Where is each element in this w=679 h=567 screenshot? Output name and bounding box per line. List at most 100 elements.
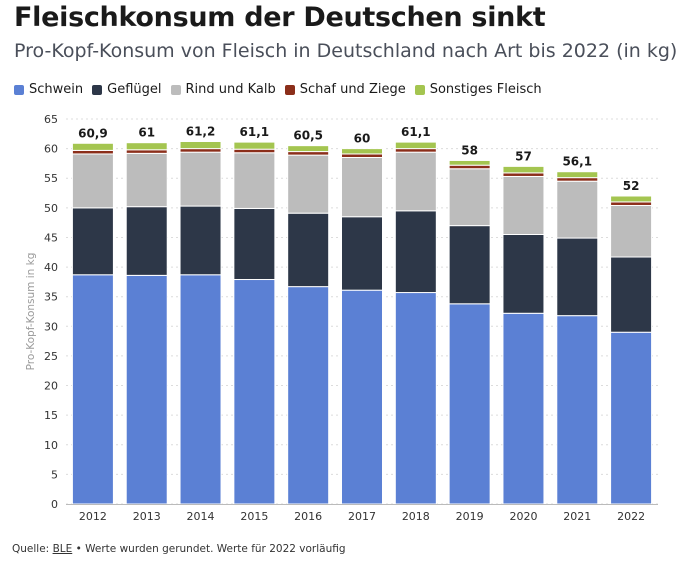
bar-segment-0 [71, 274, 114, 505]
legend-swatch-sonstiges [414, 84, 425, 95]
y-tick-label: 5 [51, 468, 58, 481]
total-label: 61,2 [186, 125, 216, 139]
x-tick-label: 2021 [563, 510, 591, 523]
y-tick-label: 50 [44, 202, 58, 215]
bar-segment-4 [448, 159, 491, 166]
x-tick-label: 2013 [133, 510, 161, 523]
bar-segment-2 [610, 204, 653, 258]
bar-segment-3 [179, 148, 222, 153]
x-tick-label: 2022 [617, 510, 645, 523]
source-footer: Quelle: BLE • Werte wurden gerundet. Wer… [12, 543, 346, 555]
legend: Schwein Geflügel Rind und Kalb Schaf und… [14, 82, 551, 97]
bar-segment-0 [448, 303, 491, 505]
bar-segment-0 [502, 312, 545, 505]
bar-segment-2 [233, 152, 276, 209]
bar-segment-2 [125, 152, 168, 208]
total-label: 61,1 [401, 125, 431, 139]
bar-segment-2 [341, 157, 383, 218]
bar-segment-1 [125, 206, 168, 276]
bar-segment-2 [71, 153, 114, 209]
y-tick-label: 20 [44, 380, 58, 393]
bar-segment-0 [556, 315, 599, 505]
x-tick-label: 2014 [187, 510, 215, 523]
legend-swatch-schwein [14, 84, 24, 95]
y-tick-label: 15 [44, 409, 58, 422]
bar-segment-3 [610, 201, 653, 206]
source-prefix: Quelle: [12, 543, 53, 555]
bar-segment-4 [394, 141, 437, 150]
bar-segment-0 [287, 286, 330, 505]
legend-swatch-schaf-ziege [284, 84, 295, 95]
bar-segment-1 [179, 205, 222, 276]
total-label: 56,1 [562, 155, 592, 169]
bar-segment-3 [287, 151, 330, 156]
y-axis-label: Pro-Kopf-Konsum in kg [25, 253, 37, 371]
legend-item-schaf-ziege[interactable]: Schaf und Ziege [284, 82, 406, 97]
chart-title: Fleischkonsum der Deutschen sinkt [14, 2, 546, 33]
bar-segment-2 [179, 151, 222, 207]
total-label: 61,1 [240, 125, 270, 139]
legend-label-gefluegel: Geflügel [107, 82, 162, 97]
x-tick-label: 2018 [402, 510, 430, 523]
chart-subtitle: Pro-Kopf-Konsum von Fleisch in Deutschla… [14, 40, 678, 62]
legend-swatch-rind-kalb [170, 84, 181, 95]
bar-segment-4 [556, 171, 599, 179]
y-tick-label: 10 [44, 439, 58, 452]
bar-segment-3 [71, 149, 114, 155]
bar-segment-0 [125, 274, 168, 505]
bar-segment-4 [179, 141, 222, 150]
total-label: 60,5 [293, 129, 323, 143]
legend-item-schwein[interactable]: Schwein [14, 82, 83, 97]
x-tick-label: 2017 [348, 510, 376, 523]
bar-segment-4 [502, 165, 545, 174]
bar-segment-2 [287, 154, 330, 214]
legend-item-rind-kalb[interactable]: Rind und Kalb [170, 82, 276, 97]
bar-segment-3 [448, 164, 491, 170]
bar-segment-3 [394, 148, 437, 153]
y-tick-label: 0 [51, 498, 58, 511]
bar-segment-3 [341, 153, 383, 159]
legend-label-schaf-ziege: Schaf und Ziege [299, 82, 406, 97]
total-label: 60,9 [78, 126, 108, 140]
bar-segment-1 [341, 216, 383, 291]
legend-label-schwein: Schwein [29, 82, 84, 97]
legend-label-sonstiges: Sonstiges Fleisch [429, 82, 542, 97]
bar-segment-2 [448, 168, 491, 227]
bar-segment-4 [610, 195, 653, 203]
x-tick-label: 2019 [456, 510, 484, 523]
bar-segment-0 [341, 289, 383, 505]
x-tick-label: 2015 [240, 510, 268, 523]
x-tick-label: 2016 [294, 510, 322, 523]
source-note: • Werte wurden gerundet. Werte für 2022 … [72, 543, 346, 555]
total-label: 60 [354, 132, 371, 146]
legend-label-rind-kalb: Rind und Kalb [185, 82, 276, 97]
legend-item-gefluegel[interactable]: Geflügel [92, 82, 162, 97]
bar-segment-3 [125, 149, 168, 154]
total-label: 61 [138, 126, 155, 140]
bar-segment-2 [556, 180, 599, 239]
bar-segment-4 [233, 141, 276, 150]
bar-segment-0 [610, 331, 653, 505]
x-tick-label: 2020 [509, 510, 537, 523]
total-label: 58 [461, 143, 478, 157]
bar-segment-0 [394, 292, 437, 505]
y-tick-label: 25 [44, 350, 58, 363]
bar-segment-3 [556, 177, 599, 182]
bar-segment-4 [341, 148, 383, 155]
source-link[interactable]: BLE [52, 543, 73, 555]
x-tick-label: 2012 [79, 510, 107, 523]
total-label: 57 [515, 149, 532, 163]
bar-segment-1 [287, 212, 330, 288]
bar-segment-0 [233, 279, 276, 505]
bar-segment-4 [287, 145, 330, 153]
y-tick-label: 60 [44, 143, 58, 156]
bar-segment-0 [179, 274, 222, 505]
bar-segment-3 [502, 172, 545, 177]
legend-item-sonstiges[interactable]: Sonstiges Fleisch [414, 82, 542, 97]
bar-segment-1 [556, 237, 599, 317]
y-tick-label: 40 [44, 261, 58, 274]
bar-segment-4 [125, 142, 168, 151]
y-tick-label: 35 [44, 291, 58, 304]
total-label: 52 [623, 179, 640, 193]
stacked-bar-chart: 0 5 10 15 20 25 30 35 40 45 50 55 60 65 Pro-Kopf-Konsu… [25, 113, 658, 523]
